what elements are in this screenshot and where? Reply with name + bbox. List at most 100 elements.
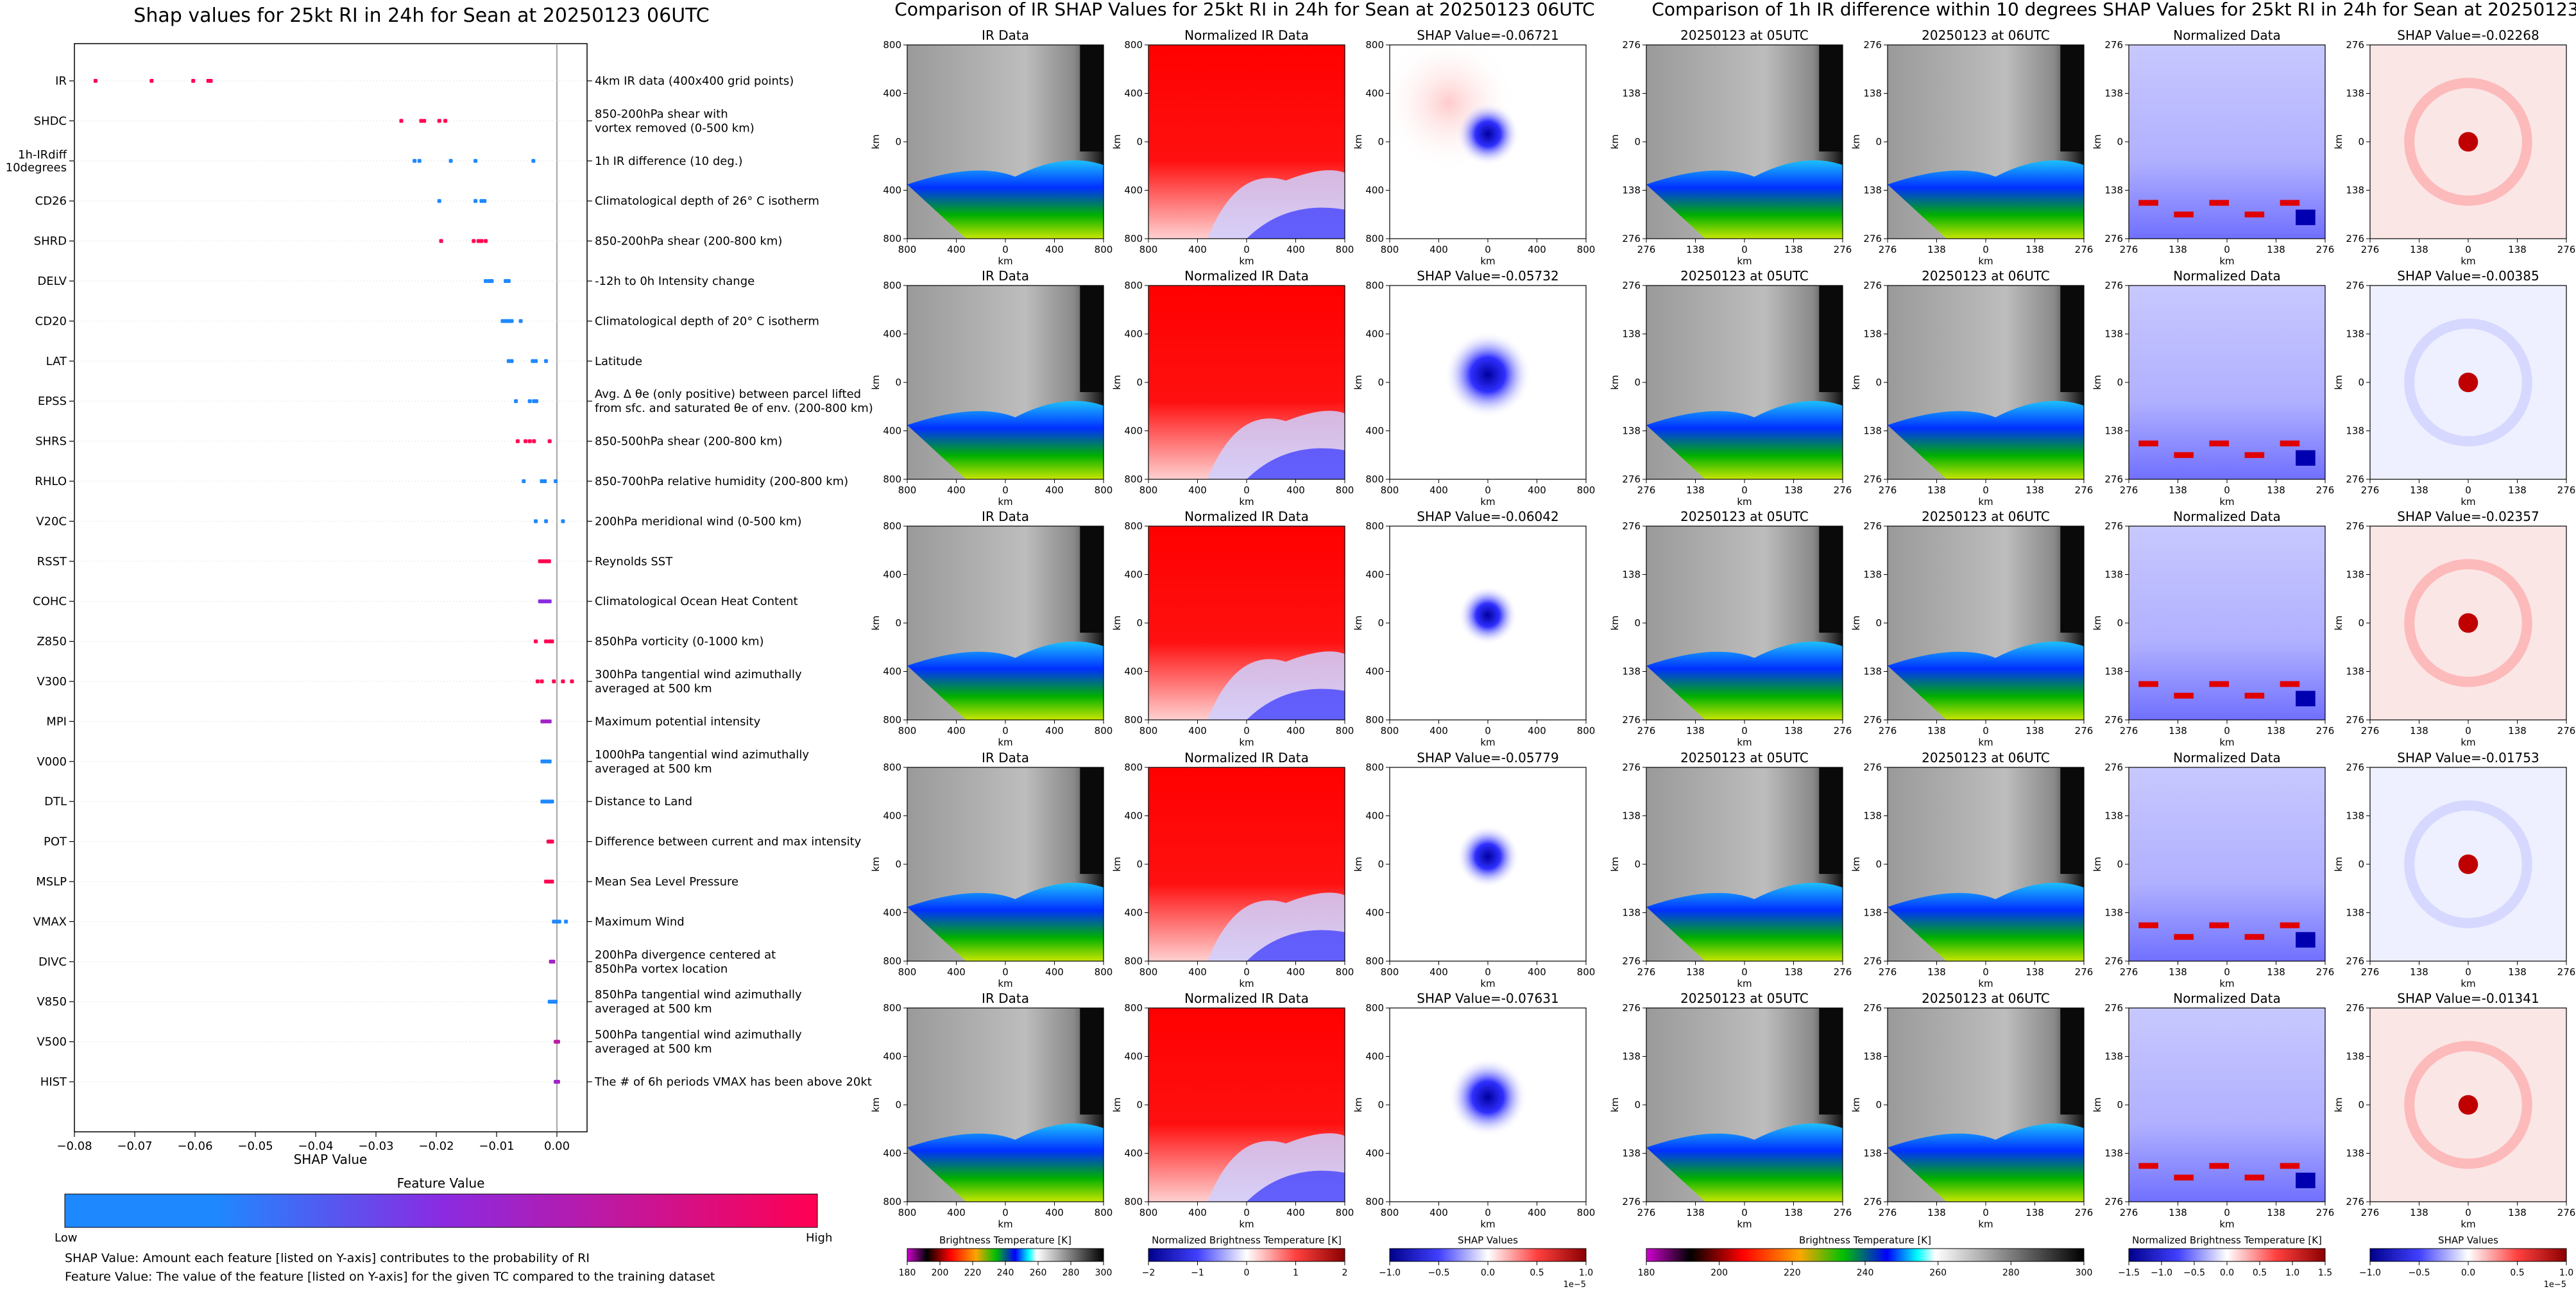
x-tick-label: 400 — [1045, 966, 1064, 978]
shap-point — [557, 919, 561, 924]
x-tick-label: 138 — [1686, 966, 1705, 978]
shap-point — [547, 439, 552, 443]
y-tick-label: 800 — [1365, 762, 1384, 773]
y-tick-label: 800 — [1124, 955, 1143, 967]
y-axis-label: km — [1850, 1097, 1862, 1112]
feature-description: 200hPa divergence centered at 850hPa vort… — [595, 948, 776, 976]
x-tick-label: −0.05 — [237, 1140, 273, 1153]
x-axis-label: km — [2461, 255, 2475, 267]
ir-cold-top — [2060, 1008, 2084, 1115]
y-tick-label: 0 — [1378, 858, 1384, 870]
y-axis-label: km — [1352, 1097, 1364, 1112]
shap-point — [515, 439, 520, 443]
y-tick-label: 400 — [883, 569, 901, 581]
x-tick-label: 400 — [947, 244, 966, 255]
shap-point — [399, 119, 404, 123]
normalized-diff-low — [2296, 932, 2316, 948]
x-axis-label: km — [2461, 1218, 2475, 1230]
y-tick-label: 400 — [883, 810, 901, 822]
y-tick-label: 400 — [1365, 185, 1384, 196]
y-tick-label: 276 — [2346, 714, 2364, 726]
x-tick-label: 400 — [1045, 484, 1064, 496]
shap-point — [544, 639, 549, 644]
y-tick-label: 276 — [2346, 39, 2364, 51]
y-tick-label: 400 — [883, 185, 901, 196]
y-tick-label: 0 — [2117, 858, 2123, 870]
y-tick-label: 400 — [1365, 425, 1384, 437]
y-tick-label: 138 — [2104, 88, 2123, 99]
shap-point — [532, 439, 536, 443]
ir-cold-top — [1819, 45, 1843, 152]
subplot-title: 20250123 at 06UTC — [1922, 750, 2050, 765]
y-tick-label: 0 — [2358, 858, 2364, 870]
subplot-title: Normalized IR Data — [1184, 28, 1309, 43]
x-tick-label: 400 — [947, 1207, 966, 1218]
ir-warm-region — [1646, 882, 1843, 961]
y-axis-label: km — [1850, 615, 1862, 630]
x-tick-label: 138 — [1927, 1207, 1946, 1218]
x-tick-label: 400 — [1429, 484, 1448, 496]
x-tick-label: 276 — [2316, 484, 2335, 496]
y-tick-label: 800 — [883, 280, 901, 291]
colorbar-tick-label: −2 — [1142, 1268, 1156, 1278]
x-axis-label: km — [1239, 737, 1254, 748]
y-tick-label: 800 — [1124, 474, 1143, 485]
y-axis-label: km — [1850, 857, 1862, 871]
x-tick-label: 138 — [2410, 244, 2428, 255]
shap-point — [550, 799, 554, 804]
diff-shap-ring — [2404, 559, 2532, 687]
colorbar-tick-label: 1.0 — [2559, 1268, 2573, 1278]
normalized-diff-streak — [2138, 1163, 2158, 1169]
y-tick-label: 138 — [2346, 1148, 2364, 1159]
ir-cold-top — [1819, 286, 1843, 393]
x-tick-label: 138 — [1927, 966, 1946, 978]
y-tick-label: 800 — [1365, 39, 1384, 51]
normalized-diff-streak — [2280, 922, 2300, 928]
feature-label: RSST — [37, 555, 67, 568]
feature-label: SHRS — [35, 435, 67, 448]
y-tick-label: 800 — [1124, 714, 1143, 726]
x-axis-label: km — [2219, 255, 2234, 267]
x-tick-label: 138 — [1686, 484, 1705, 496]
colorbar-exponent: 1e−5 — [1564, 1280, 1586, 1289]
feature-label: IR — [55, 74, 67, 88]
y-tick-label: 276 — [1622, 714, 1641, 726]
normalized-diff-streak — [2209, 440, 2230, 447]
y-tick-label: 800 — [1365, 233, 1384, 244]
colorbar-tick-label: 260 — [1030, 1268, 1047, 1278]
x-tick-label: 276 — [2120, 966, 2138, 978]
x-tick-label: 138 — [2410, 484, 2428, 496]
shap-value-title: SHAP Value=-0.00385 — [2397, 268, 2539, 284]
shap-point — [522, 479, 526, 483]
y-tick-label: 0 — [2358, 617, 2364, 629]
shap-point — [518, 319, 523, 323]
feature-label: DIVC — [38, 955, 67, 969]
feature-description: 200hPa meridional wind (0-500 km) — [595, 515, 801, 528]
x-tick-label: 276 — [1637, 244, 1656, 255]
x-tick-label: 800 — [1381, 966, 1399, 978]
x-tick-label: 276 — [2120, 484, 2138, 496]
y-tick-label: 800 — [883, 474, 901, 485]
feature-description: Maximum Wind — [595, 915, 685, 928]
x-tick-label: 0.00 — [544, 1140, 570, 1153]
feature-description: Maximum potential intensity — [595, 715, 761, 728]
y-tick-label: 276 — [2346, 1196, 2364, 1208]
x-tick-label: −0.03 — [358, 1140, 393, 1153]
feature-colorbar-title: Feature Value — [397, 1175, 485, 1191]
x-tick-label: 0 — [1741, 966, 1748, 978]
normalized-diff-field — [2129, 45, 2325, 239]
x-axis-label: km — [1978, 255, 1993, 267]
y-tick-label: 138 — [2104, 1148, 2123, 1159]
y-tick-label: 0 — [1875, 617, 1882, 629]
x-tick-label: 0 — [1983, 1207, 1989, 1218]
shap-point — [531, 158, 536, 163]
shap-point — [448, 158, 453, 163]
feature-description: Avg. Δ θe (only positive) between parcel… — [595, 388, 873, 415]
shap-negative-core — [1456, 824, 1519, 888]
feature-description: 850hPa tangential wind azimuthally averag… — [595, 988, 802, 1016]
feature-description: Climatological depth of 20° C isotherm — [595, 314, 819, 328]
shap-point — [544, 519, 549, 524]
shap-value-title: SHAP Value=-0.01753 — [2397, 750, 2539, 765]
x-tick-label: 400 — [1429, 966, 1448, 978]
y-tick-label: 138 — [1863, 329, 1882, 340]
